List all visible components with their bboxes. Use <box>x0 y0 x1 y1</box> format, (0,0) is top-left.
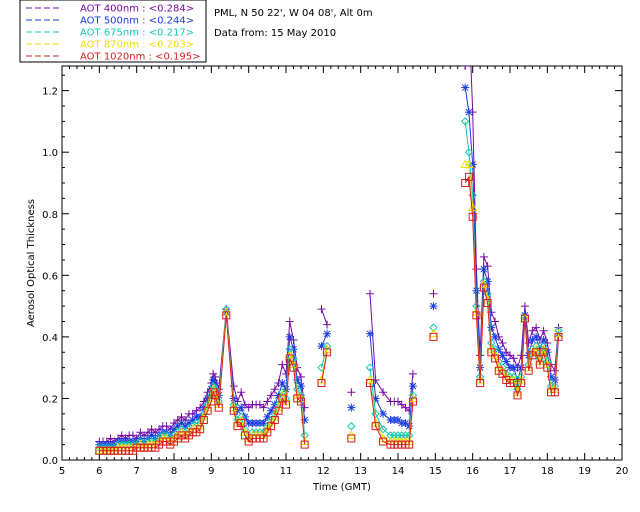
legend-entry: AOT 1020nm : <0.195> <box>80 52 200 63</box>
x-tick-label: 10 <box>242 466 255 477</box>
data-point <box>348 423 355 430</box>
data-point <box>480 253 488 261</box>
y-tick-label: 0.0 <box>42 456 58 467</box>
y-axis-label: Aerosol Optical Thickness <box>26 199 37 327</box>
data-point <box>286 317 294 325</box>
legend-entry: AOT 675nm : <0.217> <box>80 28 194 39</box>
data-point <box>347 388 355 396</box>
data-point <box>409 382 417 390</box>
x-tick-label: 5 <box>59 466 65 477</box>
data-point <box>465 10 473 18</box>
y-tick-label: 1.2 <box>42 87 58 98</box>
data-point <box>491 333 499 341</box>
data-point <box>286 333 294 341</box>
data-point <box>487 324 495 332</box>
data-point <box>510 364 518 372</box>
x-axis: 5 6 7 8 9 10 11 12 13 14 15 16 17 18 19 20 <box>59 66 629 477</box>
data-point <box>502 358 510 366</box>
x-tick-label: 18 <box>541 466 554 477</box>
legend-entry: AOT 870nm : <0.203> <box>80 40 194 51</box>
data-point <box>267 391 275 399</box>
x-tick-label: 20 <box>616 466 629 477</box>
x-axis-label: Time (GMT) <box>312 482 371 493</box>
data-point <box>532 333 540 341</box>
y-tick-label: 0.8 <box>42 210 58 221</box>
series-line <box>99 177 558 451</box>
data-point <box>429 290 437 298</box>
y-tick-label: 0.6 <box>42 271 58 282</box>
legend-entry: AOT 400nm : <0.284> <box>80 4 194 15</box>
series-3 <box>95 161 562 454</box>
x-tick-label: 8 <box>171 466 177 477</box>
x-tick-label: 13 <box>354 466 367 477</box>
data-point <box>499 339 507 347</box>
series-1 <box>95 84 562 449</box>
data-point <box>429 302 437 310</box>
data-point <box>263 398 271 406</box>
data-point <box>230 382 238 390</box>
data-point <box>480 265 488 273</box>
data-point <box>405 422 413 430</box>
y-tick-label: 0.2 <box>42 394 58 405</box>
data-point <box>499 351 507 359</box>
data-point <box>323 321 331 329</box>
x-tick-label: 14 <box>392 466 405 477</box>
series-0 <box>95 10 562 446</box>
x-tick-label: 16 <box>466 466 479 477</box>
data-point <box>379 410 387 418</box>
data-point <box>409 370 417 378</box>
data-point <box>347 404 355 412</box>
data-point <box>521 302 529 310</box>
data-point <box>323 330 331 338</box>
plot-frame <box>62 66 622 460</box>
data-point <box>491 317 499 325</box>
date-info: Data from: 15 May 2010 <box>214 28 336 39</box>
x-tick-label: 9 <box>208 466 214 477</box>
data-point <box>540 327 548 335</box>
data-point <box>278 379 286 387</box>
legend: AOT 400nm : <0.284>AOT 500nm : <0.244>AO… <box>20 0 206 63</box>
data-point <box>461 62 469 70</box>
x-tick-label: 7 <box>133 466 139 477</box>
data-point <box>517 351 525 359</box>
data-point <box>237 388 245 396</box>
data-point <box>317 305 325 313</box>
data-point <box>366 290 374 298</box>
data-point <box>461 84 469 92</box>
x-tick-label: 15 <box>429 466 442 477</box>
series-2 <box>96 118 562 451</box>
y-tick-label: 0.4 <box>42 333 58 344</box>
x-tick-label: 6 <box>96 466 102 477</box>
x-tick-label: 19 <box>578 466 591 477</box>
series-line <box>99 121 558 447</box>
data-point <box>366 330 374 338</box>
data-point <box>237 404 245 412</box>
data-point <box>278 361 286 369</box>
data-point <box>465 108 473 116</box>
x-tick-label: 12 <box>317 466 330 477</box>
series-layer <box>95 10 562 455</box>
x-tick-label: 17 <box>504 466 517 477</box>
legend-entry: AOT 500nm : <0.244> <box>80 16 194 27</box>
station-info: PML, N 50 22', W 04 08', Alt 0m <box>214 8 373 19</box>
y-axis: 0.0 0.2 0.4 0.6 0.8 1.0 1.2 <box>42 75 622 467</box>
y-tick-label: 1.0 <box>42 148 58 159</box>
data-point <box>472 265 480 273</box>
series-line <box>99 14 558 442</box>
x-tick-label: 11 <box>280 466 293 477</box>
data-point <box>271 385 279 393</box>
